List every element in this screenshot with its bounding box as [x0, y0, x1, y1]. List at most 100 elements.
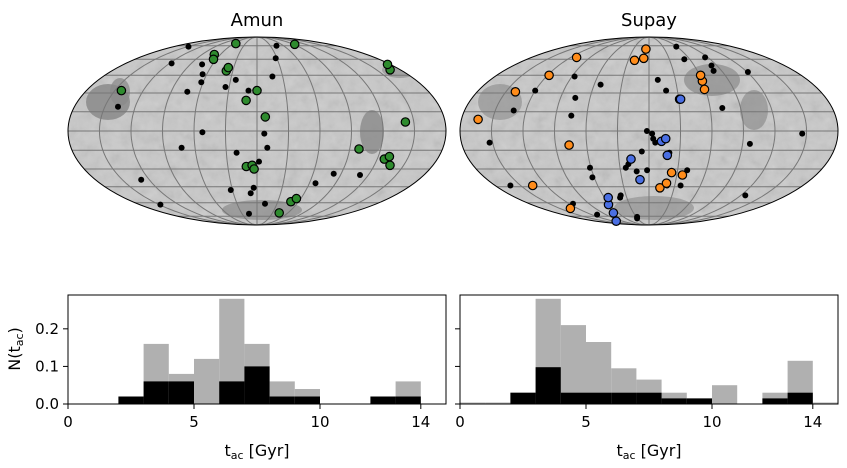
black-point: [572, 94, 579, 101]
green-point: [231, 38, 241, 49]
green-point: [291, 193, 302, 204]
xlabel-subscript: ac: [231, 449, 244, 462]
black-point: [233, 149, 240, 156]
amun-map-outline: [67, 36, 447, 226]
black-point: [643, 128, 650, 134]
black-point: [673, 43, 680, 50]
orange-point: [655, 183, 665, 193]
black-point: [184, 88, 191, 95]
green-point: [384, 151, 395, 162]
black-point: [272, 55, 279, 62]
black-point: [587, 164, 593, 171]
green-point: [208, 54, 219, 65]
blue-point: [603, 192, 613, 203]
black-point: [744, 69, 751, 75]
black-point: [532, 87, 539, 94]
green-point: [385, 160, 395, 171]
orange-point: [641, 44, 651, 54]
black-point: [222, 84, 229, 90]
blue-point: [611, 216, 621, 226]
black-point: [273, 42, 280, 49]
black-point: [644, 167, 651, 174]
green-point: [223, 62, 234, 73]
supay-histogram: 0 5 10 14 tac [Gyr]: [455, 294, 839, 462]
orange-point: [473, 114, 483, 125]
green-point: [249, 164, 259, 174]
histogram-bar-black: [219, 381, 245, 404]
black-point: [568, 112, 575, 119]
blue-point: [635, 174, 645, 185]
x-tick-label: 0: [455, 413, 465, 431]
supay-histogram-bars: [460, 298, 838, 404]
black-point: [168, 60, 175, 67]
black-point: [681, 56, 688, 63]
y-tick-label: 0.2: [35, 320, 59, 338]
black-point: [634, 213, 641, 220]
blue-point: [675, 94, 686, 104]
histogram-bar-black: [661, 398, 687, 404]
black-point: [654, 76, 661, 83]
ylabel-paren: ): [5, 327, 24, 333]
histogram-bar-black: [370, 396, 396, 404]
x-tick-label: 14: [411, 413, 430, 431]
green-point: [260, 112, 271, 122]
black-point: [247, 190, 254, 197]
histogram-bar-black: [143, 381, 169, 404]
x-tick-label: 10: [702, 413, 721, 431]
black-point: [571, 73, 578, 80]
black-point: [633, 168, 640, 175]
histogram-bar-black: [762, 398, 788, 404]
black-point: [246, 210, 252, 217]
black-point: [510, 107, 517, 114]
histogram-bar-gray: [661, 392, 687, 404]
black-point: [199, 129, 206, 136]
orange-point: [629, 55, 640, 66]
black-point: [262, 200, 268, 207]
black-point: [617, 192, 624, 199]
orange-point: [544, 70, 554, 81]
black-point: [261, 130, 268, 137]
black-point: [589, 174, 596, 181]
black-point: [256, 158, 262, 165]
black-point: [115, 103, 121, 110]
amun-histogram-xlabel: tac [Gyr]: [224, 441, 289, 462]
supay-map-title: Supay: [621, 10, 677, 31]
blue-point: [626, 154, 636, 164]
amun-histogram-bars: [118, 298, 421, 404]
orange-point: [564, 140, 574, 150]
green-point: [274, 208, 284, 218]
black-point: [250, 184, 257, 191]
xlabel-unit: [Gyr]: [636, 441, 682, 460]
supay-histogram-ticks: 0 5 10 14: [455, 328, 822, 431]
x-tick-label: 0: [63, 413, 73, 431]
histogram-bar-black: [269, 396, 295, 404]
amun-points: [115, 38, 411, 218]
histogram-bar-black: [611, 392, 637, 404]
black-point: [330, 170, 337, 177]
blue-point: [608, 208, 619, 218]
black-point: [663, 87, 670, 94]
amun-histogram-ylabel: N(tac): [5, 327, 26, 371]
histogram-bar-black: [294, 396, 320, 404]
supay-map-panel: Supay: [459, 10, 839, 226]
amun-histogram-ticks: 0 5 10 14 0.0 0.1 0.2: [35, 320, 430, 431]
blue-point: [660, 133, 671, 144]
supay-map-outline: [459, 36, 839, 226]
black-point: [199, 71, 206, 78]
black-point: [178, 144, 185, 151]
y-tick-label: 0.0: [35, 395, 59, 413]
x-tick-label: 5: [189, 413, 199, 431]
histogram-bar-gray: [712, 385, 738, 404]
black-point: [486, 139, 493, 146]
black-point: [227, 187, 234, 193]
black-point: [232, 76, 239, 83]
histogram-bar-black: [560, 392, 586, 404]
histogram-bar-gray: [812, 402, 838, 404]
black-point: [638, 148, 645, 155]
black-point: [185, 43, 192, 50]
black-point: [245, 87, 252, 94]
orange-point: [565, 203, 576, 214]
black-point: [677, 182, 684, 189]
histogram-bar-black: [510, 392, 536, 404]
